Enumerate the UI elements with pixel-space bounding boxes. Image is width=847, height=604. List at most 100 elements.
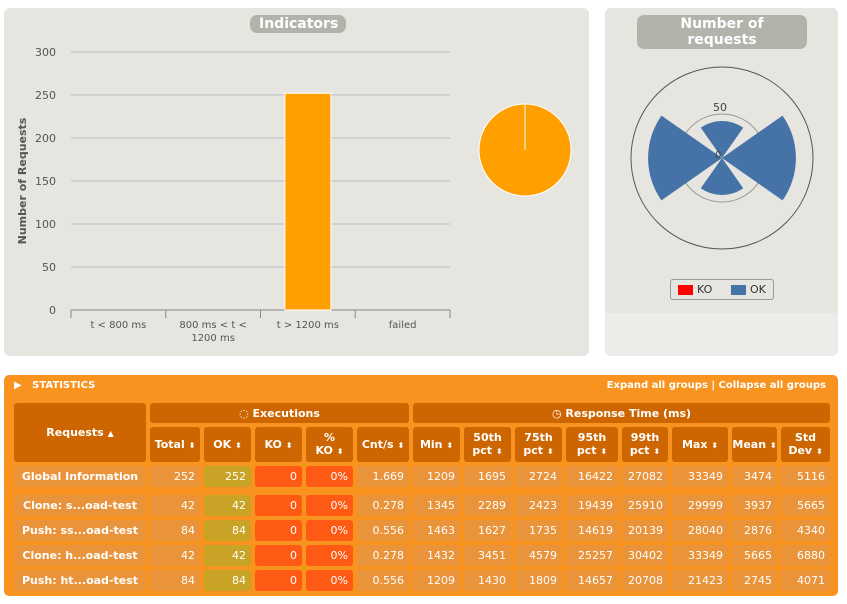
cell-std-dev: 5116	[781, 466, 830, 487]
polar-wedge	[700, 158, 744, 195]
col-requests[interactable]: Requests ▲	[14, 403, 146, 462]
cell-50th-pct: 3451	[464, 545, 511, 566]
group-response-time: ◷ Response Time (ms)	[413, 403, 830, 423]
cell--ko: 0%	[306, 570, 353, 591]
indicators-panel: Indicators 0 50 100 150 200 250 300 Number of R…	[4, 8, 589, 356]
expand-triangle-icon: ▶	[14, 380, 22, 391]
r-tick-label: 50	[713, 101, 727, 114]
x-tick-label: t < 800 ms	[90, 320, 146, 331]
x-tick-label: 800 ms < t <	[179, 320, 246, 331]
sort-icon: ⬍	[653, 447, 661, 456]
cell-ok: 84	[204, 570, 251, 591]
requests-panel: Number of requests 50 0 KO OK	[605, 8, 838, 356]
col-ok[interactable]: OK ⬍	[204, 427, 251, 462]
cell-min: 1432	[413, 545, 460, 566]
request-name[interactable]: Push: ht...oad-test	[14, 570, 146, 591]
cell-99th-pct: 27082	[622, 466, 668, 487]
group-executions: ◌ Executions	[150, 403, 409, 423]
cell-ok: 252	[204, 466, 251, 487]
cell-total: 42	[150, 545, 200, 566]
x-tick-label: failed	[389, 320, 417, 331]
cell-max: 21423	[672, 570, 728, 591]
sort-icon: ⬍	[600, 447, 608, 456]
sort-icon: ⬍	[336, 447, 344, 456]
expand-all-link[interactable]: Expand all groups	[606, 380, 708, 391]
cell-std-dev: 5665	[781, 495, 830, 516]
cell-75th-pct: 1735	[515, 520, 562, 541]
col-mean[interactable]: Mean ⬍	[732, 427, 777, 462]
x-tick-label: t > 1200 ms	[277, 320, 339, 331]
requests-title: Number of requests	[637, 15, 807, 49]
sort-icon: ⬍	[769, 440, 777, 450]
cell-mean: 5665	[732, 545, 777, 566]
sort-icon: ⬍	[188, 440, 196, 450]
cell-50th-pct: 1627	[464, 520, 511, 541]
request-name[interactable]: Clone: h...oad-test	[14, 545, 146, 566]
legend-ok-swatch[interactable]	[731, 285, 746, 295]
cell-mean: 2876	[732, 520, 777, 541]
cell-max: 28040	[672, 520, 728, 541]
cell-75th-pct: 2724	[515, 466, 562, 487]
table-row: Push: ss...oad-test 84 84 0 0% 0.556 1463 1627 1…	[14, 520, 830, 541]
col-total[interactable]: Total ⬍	[150, 427, 200, 462]
cell--ko: 0%	[306, 466, 353, 487]
bar	[284, 92, 332, 311]
cell-ok: 42	[204, 545, 251, 566]
col-std-dev[interactable]: Std DevStdDev ⬍	[781, 427, 830, 462]
sort-icon: ⬍	[495, 447, 503, 456]
col-50th-pct[interactable]: 50th pct50thpct ⬍	[464, 427, 511, 462]
col-75th-pct[interactable]: 75th pct75thpct ⬍	[515, 427, 562, 462]
cell-max: 33349	[672, 466, 728, 487]
cell-total: 84	[150, 570, 200, 591]
cell--ko: 0%	[306, 520, 353, 541]
indicators-title: Indicators	[250, 15, 346, 33]
collapse-all-link[interactable]: Collapse all groups	[718, 380, 826, 391]
cell-ko: 0	[255, 545, 302, 566]
sort-icon: ⬍	[815, 447, 823, 456]
request-name[interactable]: Clone: s...oad-test	[14, 495, 146, 516]
col--ko[interactable]: % KO%KO ⬍	[306, 427, 353, 462]
col-min[interactable]: Min ⬍	[413, 427, 460, 462]
cell-95th-pct: 14619	[566, 520, 618, 541]
legend-ok[interactable]: OK	[750, 283, 766, 296]
request-name[interactable]: Push: ss...oad-test	[14, 520, 146, 541]
request-name[interactable]: Global Information	[14, 466, 146, 487]
col-cnt-s[interactable]: Cnt/s ⬍	[357, 427, 409, 462]
cell-cnt-s: 0.556	[357, 570, 409, 591]
y-tick-label: 150	[35, 175, 56, 188]
cell-mean: 3474	[732, 466, 777, 487]
sort-icon: ⬍	[711, 440, 718, 450]
cell-max: 29999	[672, 495, 728, 516]
cell-min: 1463	[413, 520, 460, 541]
cell-ko: 0	[255, 466, 302, 487]
cell-ko: 0	[255, 495, 302, 516]
cell-total: 42	[150, 495, 200, 516]
col-95th-pct[interactable]: 95th pct95thpct ⬍	[566, 427, 618, 462]
y-tick-label: 50	[42, 261, 56, 274]
legend-ko[interactable]: KO	[697, 283, 713, 296]
col-99th-pct[interactable]: 99th pct99thpct ⬍	[622, 427, 668, 462]
legend-ko-swatch[interactable]	[678, 285, 693, 295]
cell-min: 1345	[413, 495, 460, 516]
cell-cnt-s: 0.556	[357, 520, 409, 541]
polar-wedge	[722, 115, 796, 201]
y-tick-label: 0	[49, 304, 56, 317]
sort-icon: ⬍	[546, 447, 554, 456]
cell-99th-pct: 20139	[622, 520, 668, 541]
y-tick-label: 250	[35, 89, 56, 102]
cell-75th-pct: 4579	[515, 545, 562, 566]
cell-cnt-s: 0.278	[357, 545, 409, 566]
col-max[interactable]: Max ⬍	[672, 427, 728, 462]
statistics-panel: ▶ STATISTICS Expand all groups | Collaps…	[4, 375, 838, 596]
cell-std-dev: 4071	[781, 570, 830, 591]
cell-95th-pct: 25257	[566, 545, 618, 566]
cell-max: 33349	[672, 545, 728, 566]
cell-cnt-s: 0.278	[357, 495, 409, 516]
y-axis-label: Number of Requests	[16, 117, 29, 244]
polar-wedge	[700, 121, 744, 158]
cell-min: 1209	[413, 466, 460, 487]
statistics-header[interactable]: ▶ STATISTICS	[14, 380, 95, 391]
cell-99th-pct: 20708	[622, 570, 668, 591]
outer-circle	[630, 66, 814, 250]
col-ko[interactable]: KO ⬍	[255, 427, 302, 462]
